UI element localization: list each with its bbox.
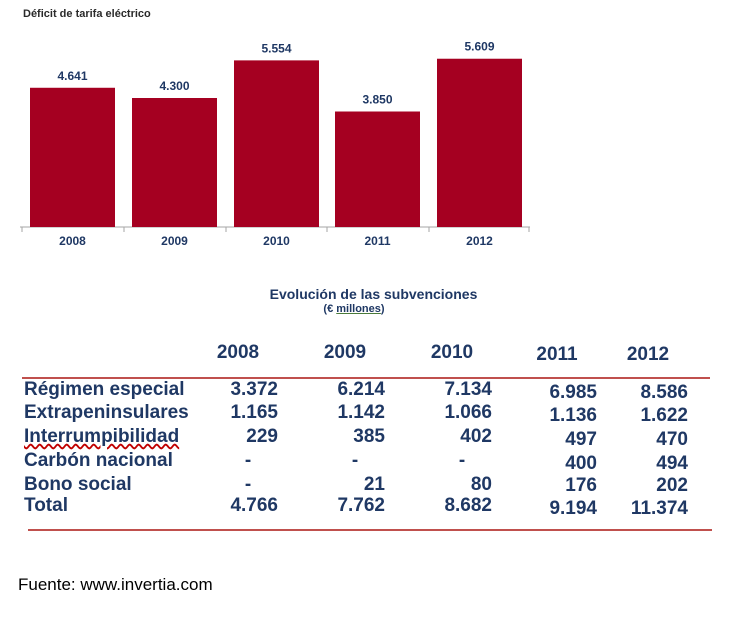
row-label: Bono social [24,474,132,495]
table-cell: 1.165 [230,402,278,423]
table-cell: - [458,450,466,471]
table-cell: 3.372 [230,379,278,400]
table-cell: 470 [656,429,688,450]
value-label-2012: 5.609 [464,40,494,54]
category-label-2011: 2011 [364,234,390,248]
bar-2010 [234,60,319,227]
column-header-2008: 2008 [216,342,260,363]
value-label-2010: 5.554 [261,41,291,55]
value-label-2009: 4.300 [159,79,189,93]
table-cell: 385 [353,426,385,447]
bar-2011 [335,111,420,227]
subtitle-unit: millones [336,303,381,315]
category-label-2009: 2009 [161,234,188,248]
column-header-2012: 2012 [626,344,670,365]
table-cell: 8.586 [640,382,688,403]
table-cell: - [351,450,359,471]
header-rule [22,377,710,379]
table-cell: 9.194 [549,498,597,519]
bar-chart: 4.641 2008 4.300 2009 5.554 2010 3.850 2011 5.60… [20,40,530,248]
bottom-rule [28,529,712,531]
table-cell: 1.136 [549,405,597,426]
subtitle-suffix: ) [380,303,385,315]
table-cell: 400 [565,453,597,474]
row-label: Carbón nacional [24,450,173,471]
row-label: Total [24,495,68,516]
value-label-2008: 4.641 [57,69,87,83]
bars-group: 4.641 2008 4.300 2009 5.554 2010 3.850 2011 5.60… [21,40,530,248]
source-caption: Fuente: www.invertia.com [18,575,213,594]
category-label-2008: 2008 [59,234,86,248]
chart-title: Déficit de tarifa eléctrico [23,8,151,20]
column-header-2010: 2010 [430,342,474,363]
table-cell: 176 [565,475,597,496]
table-cell: 229 [246,426,278,447]
table-cell: 4.766 [230,495,278,516]
table-cell: 8.682 [444,495,492,516]
bar-2012 [437,58,522,228]
column-header-2009: 2009 [323,342,367,363]
row-label: Régimen especial [24,379,185,400]
category-label-2010: 2010 [263,234,290,248]
table-cell: 402 [460,426,492,447]
table-subtitle: (€ millones) [0,303,708,315]
table-cell: 80 [470,474,492,495]
row-label: Interrumpibilidad [24,426,180,447]
table-cell: - [244,450,252,471]
table-cell: 6.985 [549,382,597,403]
table-title: Evolución de las subvenciones [269,286,478,302]
table-cell: 497 [565,429,597,450]
table-cell: 494 [656,453,688,474]
bar-2008 [30,87,115,228]
table-cell: 7.762 [337,495,385,516]
table-cell: 11.374 [630,498,688,519]
table-cell: 6.214 [337,379,385,400]
table-cell: - [244,474,252,495]
table-cell: 1.066 [444,402,492,423]
bar-2009 [132,98,217,227]
row-label: Extrapeninsulares [24,402,189,423]
subtitle-prefix: (€ [323,303,337,315]
category-label-2012: 2012 [466,234,493,248]
table-cell: 1.142 [337,402,385,423]
table-cell: 1.622 [640,405,688,426]
table-cell: 21 [363,474,385,495]
table-cell: 7.134 [444,379,492,400]
table-cell: 202 [656,475,688,496]
value-label-2011: 3.850 [362,93,392,107]
column-header-2011: 2011 [536,344,578,365]
